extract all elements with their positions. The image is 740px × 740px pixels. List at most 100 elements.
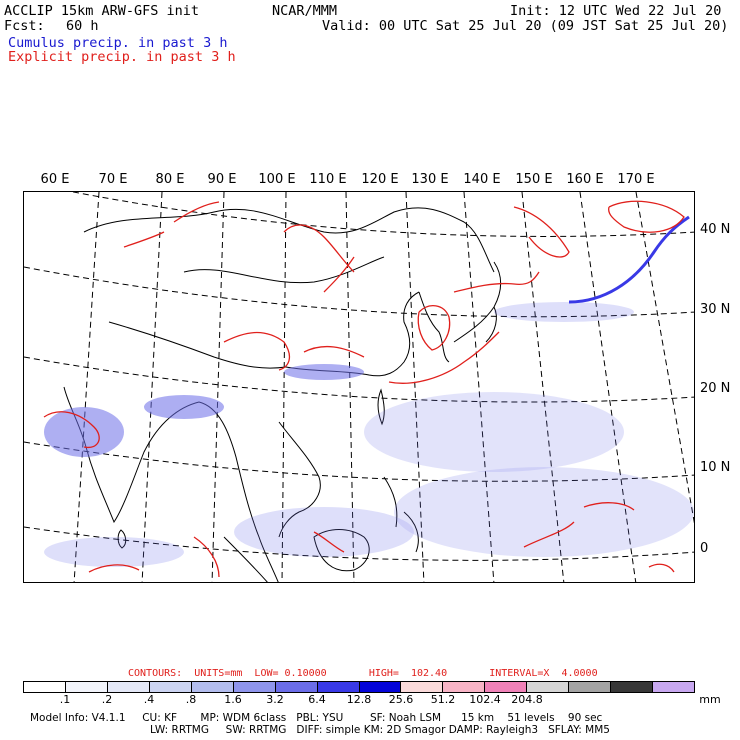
cumulus-region [494,302,634,322]
longitude-label: 160 E [566,172,604,187]
legend-cumulus: Cumulus precip. in past 3 h [8,35,228,51]
parallel-20n [24,356,694,403]
colorbar-cell [149,682,192,692]
colorbar-tick-label: .2 [101,693,113,706]
meridian-70e [73,192,100,582]
contours-info: CONTOURS: UNITS=mm LOW= 0.10000 HIGH= 10… [128,668,598,679]
longitude-label: 170 E [617,172,655,187]
explicit-contour [223,331,291,371]
cumulus-region [234,507,414,557]
colorbar-tick-label: 204.8 [511,693,543,706]
valid-time: Valid: 00 UTC Sat 25 Jul 20 (09 JST Sat … [322,18,729,34]
colorbar-cell [275,682,318,692]
explicit-contour [123,231,165,248]
meridian-140e [521,192,565,582]
colorbar-cell [65,682,108,692]
init-time: Init: 12 UTC Wed 22 Jul 20 [510,3,722,19]
explicit-precip-contours [43,200,685,578]
explicit-contour [513,206,570,258]
coast-japan [453,261,502,343]
longitude-label: 70 E [98,172,128,187]
cumulus-region [44,537,184,567]
latitude-label: 30 N [700,302,731,317]
longitude-label: 80 E [155,172,185,187]
parallel-10n [24,441,694,482]
coast-indochina [278,421,321,538]
cumulus-precip-regions [44,302,694,567]
model-info-line2: LW: RRTMG SW: RRTMG DIFF: simple KM: 2D … [150,724,610,736]
colorbar-unit: mm [699,693,721,706]
explicit-contour [523,521,575,548]
colorbar-cell [653,682,694,692]
colorbar-tick-label: 3.2 [266,693,284,706]
longitude-label: 120 E [361,172,399,187]
latitude-label: 40 N [700,222,731,237]
colorbar [23,681,695,693]
cumulus-region [364,392,624,472]
meridian-150e [579,192,637,582]
colorbar-cell [401,682,444,692]
colorbar-tick-label: 51.2 [430,693,456,706]
organization-label: NCAR/MMM [272,3,338,19]
meridian-90e [211,192,225,582]
colorbar-cell [191,682,234,692]
coast-se-asia [198,401,279,582]
coast-taiwan [377,388,385,426]
explicit-contour [193,536,220,578]
colorbar-cell [611,682,654,692]
colorbar-cell [359,682,402,692]
longitude-label: 130 E [411,172,449,187]
explicit-contour [417,305,451,351]
meridian-100e [281,192,287,582]
explicit-contour [283,224,355,273]
colorbar-tick-label: 6.4 [308,693,326,706]
colorbar-cell [443,682,486,692]
latitude-label: 0 [700,541,709,556]
border-mongolia [183,256,385,284]
colorbar-tick-label: 25.6 [388,693,414,706]
longitude-label: 100 E [258,172,296,187]
border-north [83,207,495,273]
precipitation-map [23,191,695,583]
meridian-110e [345,192,355,582]
border-himalaya [108,321,287,369]
longitude-label: 90 E [207,172,237,187]
colorbar-tick-label: 12.8 [346,693,372,706]
coast-philippines [383,476,419,553]
explicit-contour [648,563,675,573]
longitude-label: 60 E [40,172,70,187]
colorbar-cell [569,682,612,692]
colorbar-cell [107,682,150,692]
legend-explicit: Explicit precip. in past 3 h [8,49,236,65]
explicit-contour [583,502,635,511]
forecast-label: Fcst: [4,18,45,34]
explicit-contour [313,531,345,553]
explicit-contour [453,271,540,293]
longitude-label: 150 E [515,172,553,187]
colorbar-cell [24,682,66,692]
explicit-contour [88,564,140,573]
forecast-hour: 60 h [66,18,99,34]
latitude-label: 10 N [700,460,731,475]
longitude-label: 140 E [463,172,501,187]
colorbar-tick-label: 102.4 [469,693,501,706]
cumulus-region [144,395,224,419]
cumulus-region [394,467,694,557]
parallel-40n [70,192,694,237]
coast-south-china [285,291,420,377]
colorbar-tick-label: .8 [185,693,197,706]
model-title: ACCLIP 15km ARW-GFS init [4,3,200,19]
explicit-contour [323,256,355,293]
colorbar-cell [527,682,570,692]
parallel-30n [24,266,694,318]
meridian-130e [463,192,495,582]
colorbar-tick-label: 1.6 [224,693,242,706]
colorbar-cell [317,682,360,692]
colorbar-tick-label: .4 [143,693,155,706]
colorbar-tick-label: .1 [59,693,71,706]
explicit-contour [303,345,365,358]
explicit-contour [388,331,500,384]
colorbar-cell [233,682,276,692]
meridian-120e [405,192,425,582]
explicit-contour [43,411,100,449]
